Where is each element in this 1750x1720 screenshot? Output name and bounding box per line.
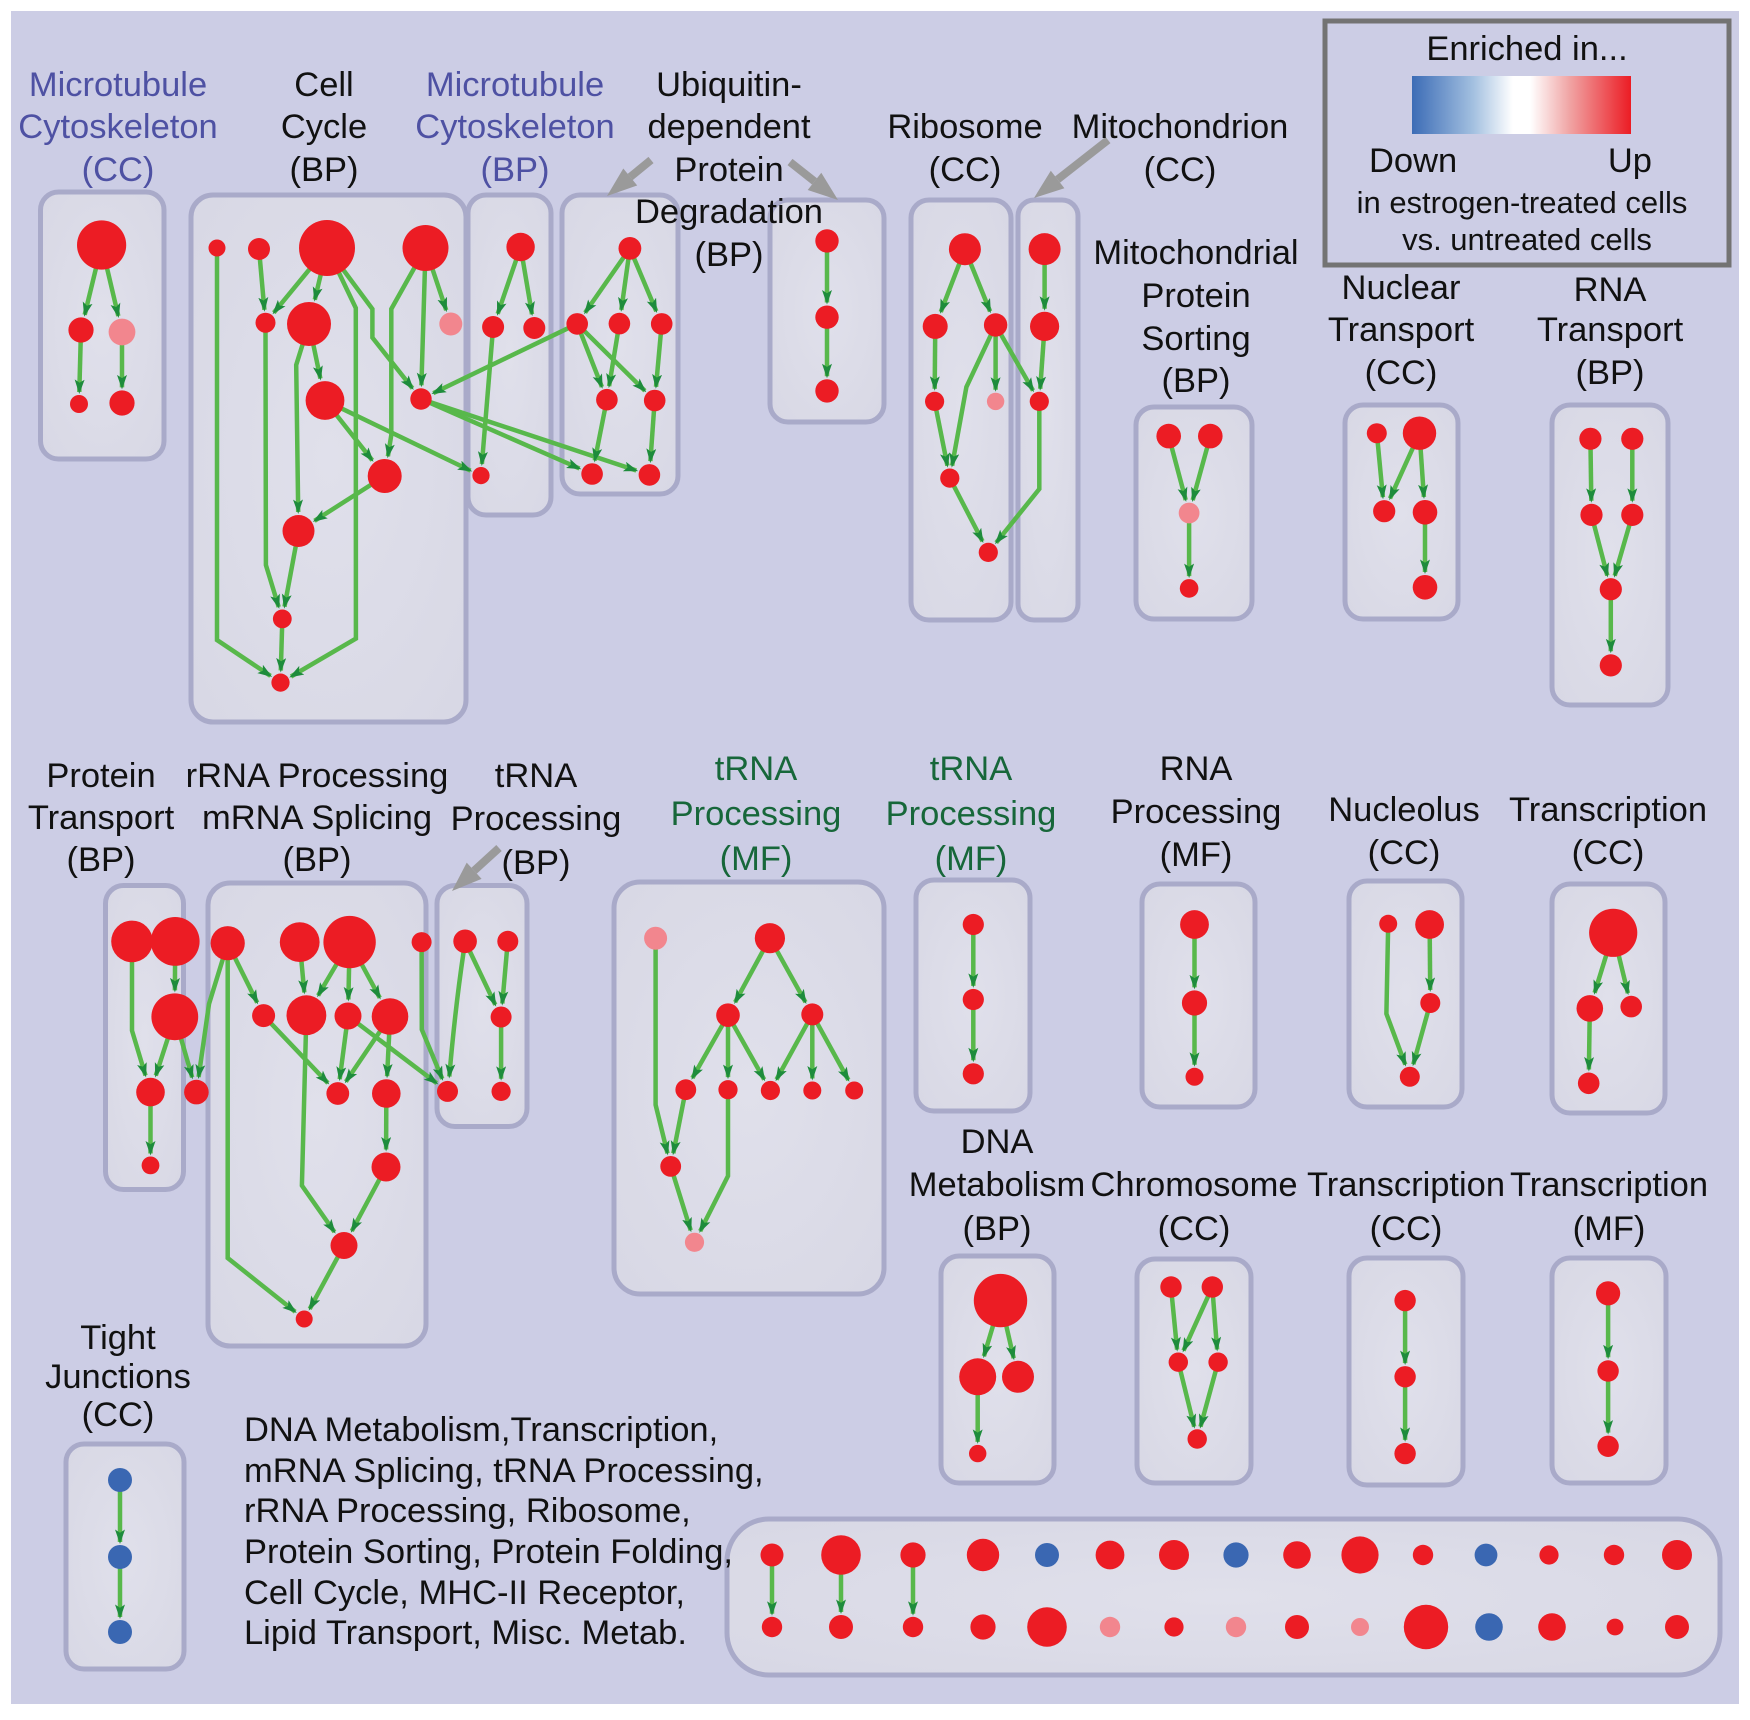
svg-text:(BP): (BP) xyxy=(1576,354,1645,392)
svg-text:Nucleolus: Nucleolus xyxy=(1328,791,1480,829)
svg-text:(BP): (BP) xyxy=(695,236,764,274)
svg-text:Transcription: Transcription xyxy=(1307,1166,1505,1204)
svg-text:Processing: Processing xyxy=(671,795,842,833)
svg-text:in estrogen-treated cells: in estrogen-treated cells xyxy=(1357,185,1688,220)
svg-text:(BP): (BP) xyxy=(283,841,352,879)
svg-text:Mitochondrial: Mitochondrial xyxy=(1093,234,1298,272)
svg-text:(BP): (BP) xyxy=(963,1210,1032,1248)
svg-text:dependent: dependent xyxy=(647,108,810,146)
svg-text:Processing: Processing xyxy=(1111,793,1282,831)
svg-text:Transport: Transport xyxy=(1537,311,1684,349)
svg-text:DNA: DNA xyxy=(961,1123,1034,1161)
svg-text:(CC): (CC) xyxy=(82,151,155,189)
svg-text:Protein: Protein xyxy=(674,151,783,189)
svg-text:Microtubule: Microtubule xyxy=(29,66,207,104)
svg-text:Sorting: Sorting xyxy=(1141,320,1250,358)
svg-text:(MF): (MF) xyxy=(1573,1210,1646,1248)
svg-text:Ribosome: Ribosome xyxy=(887,108,1042,146)
svg-text:(MF): (MF) xyxy=(935,840,1008,878)
svg-text:tRNA: tRNA xyxy=(495,757,577,795)
svg-text:Microtubule: Microtubule xyxy=(426,66,604,104)
svg-text:Cytoskeleton: Cytoskeleton xyxy=(18,108,217,146)
svg-text:Down: Down xyxy=(1369,142,1457,180)
svg-text:Protein: Protein xyxy=(46,757,155,795)
svg-text:Ubiquitin-: Ubiquitin- xyxy=(656,66,802,104)
svg-text:mRNA Splicing, tRNA Processing: mRNA Splicing, tRNA Processing, xyxy=(244,1452,764,1490)
svg-text:Protein Sorting, Protein Foldi: Protein Sorting, Protein Folding, xyxy=(244,1533,733,1571)
svg-text:Transport: Transport xyxy=(1328,311,1475,349)
svg-text:tRNA: tRNA xyxy=(715,750,797,788)
svg-text:(CC): (CC) xyxy=(82,1396,155,1434)
svg-text:Junctions: Junctions xyxy=(45,1358,191,1396)
svg-text:Processing: Processing xyxy=(451,800,622,838)
svg-text:mRNA Splicing: mRNA Splicing xyxy=(202,799,432,837)
svg-text:Processing: Processing xyxy=(886,795,1057,833)
svg-text:(CC): (CC) xyxy=(929,151,1002,189)
svg-text:vs. untreated cells: vs. untreated cells xyxy=(1402,222,1652,257)
svg-text:(MF): (MF) xyxy=(720,840,793,878)
svg-text:Protein: Protein xyxy=(1141,277,1250,315)
svg-text:(BP): (BP) xyxy=(67,841,136,879)
svg-text:Lipid Transport, Misc. Metab.: Lipid Transport, Misc. Metab. xyxy=(244,1614,687,1652)
svg-text:(CC): (CC) xyxy=(1158,1210,1231,1248)
svg-text:(MF): (MF) xyxy=(1160,836,1233,874)
svg-text:DNA Metabolism,Transcription,: DNA Metabolism,Transcription, xyxy=(244,1411,718,1449)
svg-text:Nuclear: Nuclear xyxy=(1342,269,1461,307)
svg-text:RNA: RNA xyxy=(1160,750,1233,788)
svg-text:Mitochondrion: Mitochondrion xyxy=(1072,108,1289,146)
svg-text:(BP): (BP) xyxy=(290,151,359,189)
svg-text:(BP): (BP) xyxy=(1162,362,1231,400)
svg-text:(CC): (CC) xyxy=(1572,834,1645,872)
svg-text:Transcription: Transcription xyxy=(1509,791,1707,829)
svg-text:(BP): (BP) xyxy=(502,844,571,882)
svg-text:Metabolism: Metabolism xyxy=(909,1166,1085,1204)
svg-text:(CC): (CC) xyxy=(1370,1210,1443,1248)
svg-text:RNA: RNA xyxy=(1574,271,1647,309)
svg-text:Enriched in...: Enriched in... xyxy=(1426,30,1627,68)
svg-text:(CC): (CC) xyxy=(1144,151,1217,189)
svg-text:Up: Up xyxy=(1608,142,1652,180)
svg-text:(CC): (CC) xyxy=(1365,354,1438,392)
svg-text:Cycle: Cycle xyxy=(281,108,367,146)
svg-text:(CC): (CC) xyxy=(1368,834,1441,872)
svg-text:Cell Cycle, MHC-II Receptor,: Cell Cycle, MHC-II Receptor, xyxy=(244,1574,685,1612)
svg-text:rRNA Processing, Ribosome,: rRNA Processing, Ribosome, xyxy=(244,1492,691,1530)
svg-text:tRNA: tRNA xyxy=(930,750,1012,788)
svg-text:Chromosome: Chromosome xyxy=(1090,1166,1297,1204)
svg-text:Degradation: Degradation xyxy=(635,193,823,231)
svg-text:(BP): (BP) xyxy=(481,151,550,189)
svg-text:Transcription: Transcription xyxy=(1510,1166,1708,1204)
svg-text:Cell: Cell xyxy=(294,66,353,104)
svg-text:Tight: Tight xyxy=(80,1319,156,1357)
svg-text:Cytoskeleton: Cytoskeleton xyxy=(415,108,614,146)
svg-text:Transport: Transport xyxy=(28,799,175,837)
svg-text:rRNA Processing: rRNA Processing xyxy=(186,757,449,795)
